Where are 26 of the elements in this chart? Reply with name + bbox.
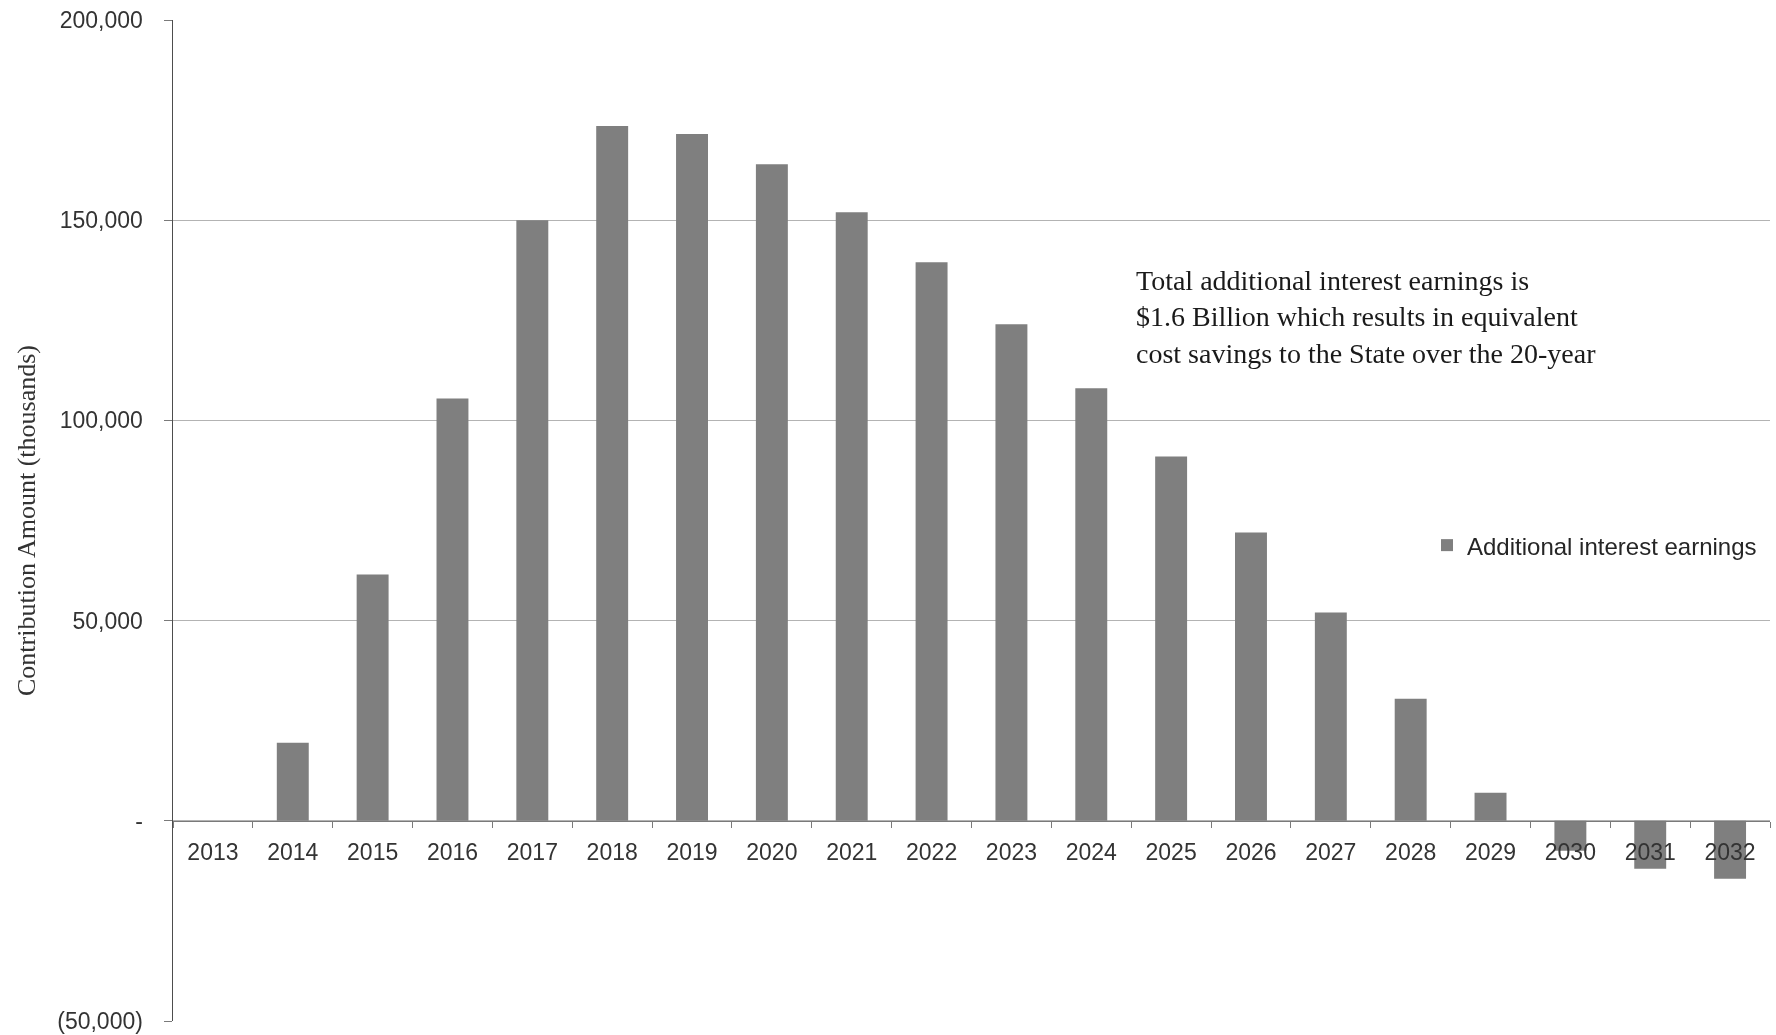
annotation: Total additional interest earnings is $1.6 Billion which results in equivalent cost savings to the State over the 20-year	[1136, 265, 1597, 369]
x-tick-label: 2027	[1305, 838, 1357, 865]
x-tick-label: 2022	[905, 838, 958, 865]
y-tick-label: 50,000	[72, 607, 143, 634]
y-tick-label: 200,000	[59, 7, 143, 34]
x-tick-label: 2014	[267, 838, 319, 865]
x-tick-label: 2016	[426, 838, 479, 865]
x-tick-label: 2028	[1385, 838, 1437, 865]
x-tick-label: 2020	[746, 838, 798, 865]
x-tick-label: 2021	[826, 838, 878, 865]
legend-label: Additional interest earnings	[1467, 532, 1757, 560]
y-tick-label: (50,000)	[57, 1008, 143, 1035]
x-tick-label: 2018	[586, 838, 638, 865]
x-tick-label: 2019	[666, 838, 718, 865]
y-tick-label: 100,000	[59, 407, 143, 434]
x-tick-label: 2015	[347, 838, 399, 865]
x-tick-label: 2025	[1145, 838, 1197, 865]
x-tick-label: 2023	[985, 838, 1038, 865]
x-tick-label: 2017	[506, 838, 558, 865]
y-tick-label: 150,000	[59, 207, 143, 234]
x-tick-label: 2024	[1065, 838, 1118, 865]
x-tick-label: 2029	[1464, 838, 1517, 865]
y-axis-title: Contribution Amount (thousands)	[11, 345, 41, 696]
y-tick-label: -	[135, 807, 143, 834]
x-tick-label: 2026	[1225, 838, 1277, 865]
x-tick-label: 2013	[187, 838, 239, 865]
